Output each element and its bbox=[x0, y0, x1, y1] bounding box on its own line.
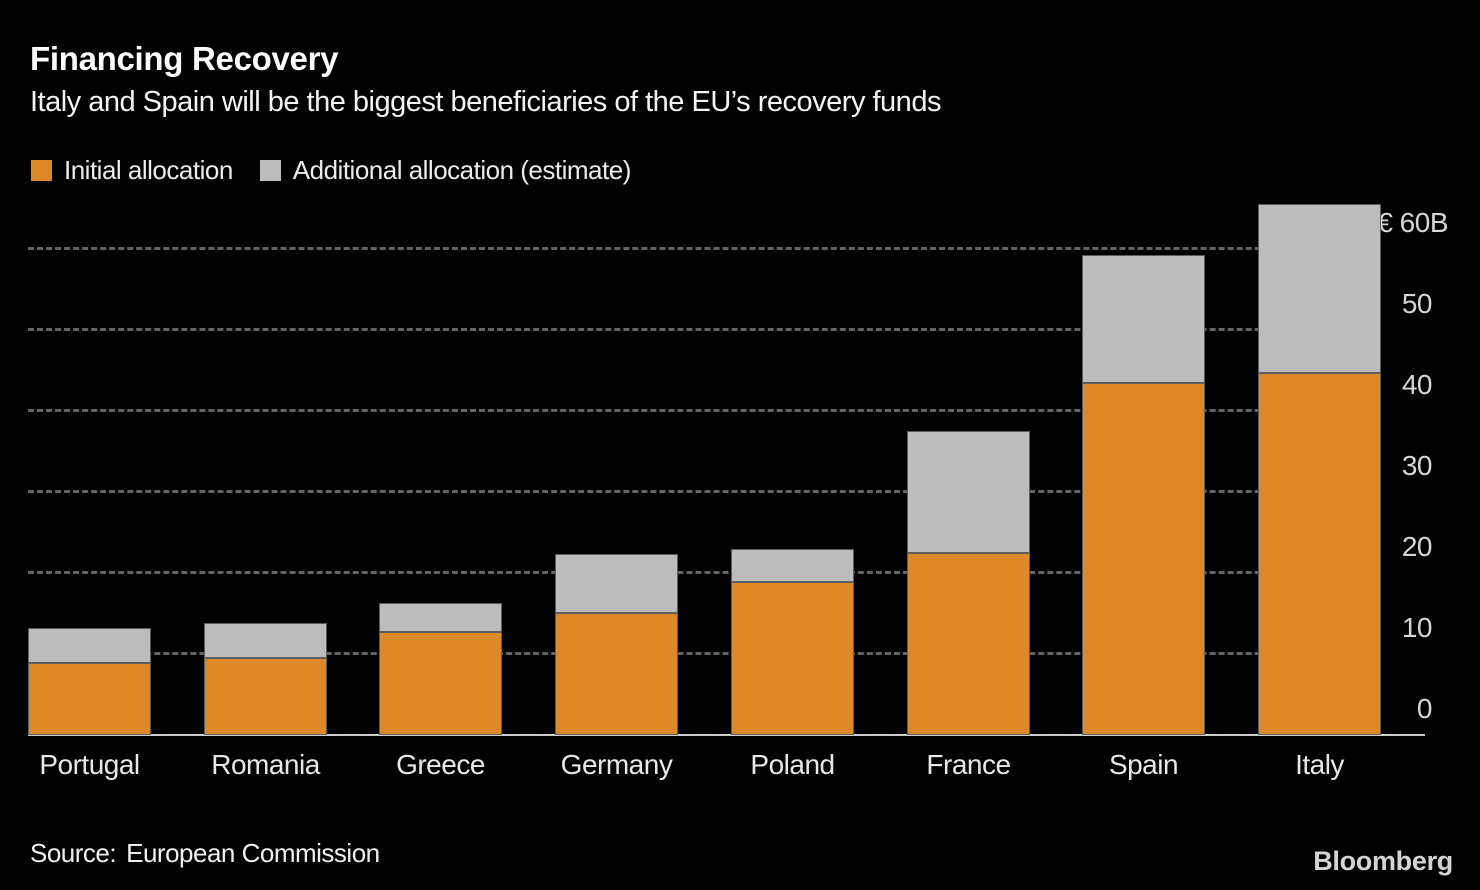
y-tick-label-10: 10 bbox=[1401, 612, 1433, 643]
bar-additional-spain bbox=[1082, 255, 1205, 383]
y-tick-label-0: 0 bbox=[1416, 693, 1433, 724]
bar-additional-greece bbox=[379, 602, 502, 633]
gridline-60 bbox=[28, 247, 1378, 250]
source-label: Source: bbox=[30, 838, 117, 868]
x-axis-label-france: France bbox=[926, 749, 1011, 780]
gridline-10 bbox=[28, 652, 1378, 655]
legend-swatch-additional-icon bbox=[259, 160, 281, 181]
source-value: European Commission bbox=[126, 838, 380, 868]
x-axis-label-portugal: Portugal bbox=[39, 749, 140, 780]
bar-initial-romania bbox=[204, 658, 327, 735]
bar-initial-germany bbox=[555, 612, 678, 735]
bar-initial-greece bbox=[379, 632, 502, 735]
bar-initial-poland bbox=[731, 581, 854, 735]
bar-additional-france bbox=[907, 431, 1030, 553]
x-axis-baseline bbox=[28, 734, 1425, 736]
bar-additional-germany bbox=[555, 553, 678, 613]
legend-item-additional: Additional allocation (estimate) bbox=[259, 155, 632, 186]
y-tick-label-30: 30 bbox=[1401, 450, 1433, 481]
gridline-50 bbox=[28, 328, 1378, 331]
bar-additional-romania bbox=[204, 623, 327, 659]
x-axis-label-greece: Greece bbox=[396, 749, 485, 780]
bar-additional-poland bbox=[731, 548, 854, 582]
source-note: Source: European Commission bbox=[30, 838, 380, 869]
chart-title: Financing Recovery bbox=[30, 40, 339, 77]
y-tick-label-60: € 60B bbox=[1377, 207, 1448, 238]
gridline-40 bbox=[28, 409, 1378, 412]
x-axis-label-poland: Poland bbox=[750, 749, 835, 780]
bar-initial-portugal bbox=[28, 662, 151, 735]
x-axis-label-italy: Italy bbox=[1295, 749, 1344, 780]
legend-label-additional: Additional allocation (estimate) bbox=[292, 155, 632, 185]
bar-initial-france bbox=[907, 552, 1030, 735]
legend-swatch-initial-icon bbox=[31, 160, 52, 181]
y-tick-label-40: 40 bbox=[1401, 369, 1433, 400]
x-axis-label-romania: Romania bbox=[211, 749, 320, 780]
chart-subtitle: Italy and Spain will be the biggest bene… bbox=[30, 86, 941, 118]
y-tick-label-20: 20 bbox=[1401, 531, 1433, 562]
gridline-30 bbox=[28, 490, 1378, 493]
bar-initial-italy bbox=[1258, 372, 1381, 735]
bar-additional-italy bbox=[1258, 204, 1381, 373]
gridline-20 bbox=[28, 571, 1378, 574]
x-axis-label-spain: Spain bbox=[1108, 749, 1179, 780]
legend-item-initial: Initial allocation bbox=[31, 155, 233, 186]
x-axis-label-germany: Germany bbox=[560, 749, 673, 780]
y-tick-label-50: 50 bbox=[1401, 288, 1433, 319]
legend-label-initial: Initial allocation bbox=[64, 155, 233, 185]
bar-initial-spain bbox=[1082, 382, 1205, 735]
legend: Initial allocation Additional allocation… bbox=[31, 155, 631, 186]
bloomberg-logo: Bloomberg bbox=[1313, 846, 1453, 876]
bar-additional-portugal bbox=[28, 628, 151, 663]
